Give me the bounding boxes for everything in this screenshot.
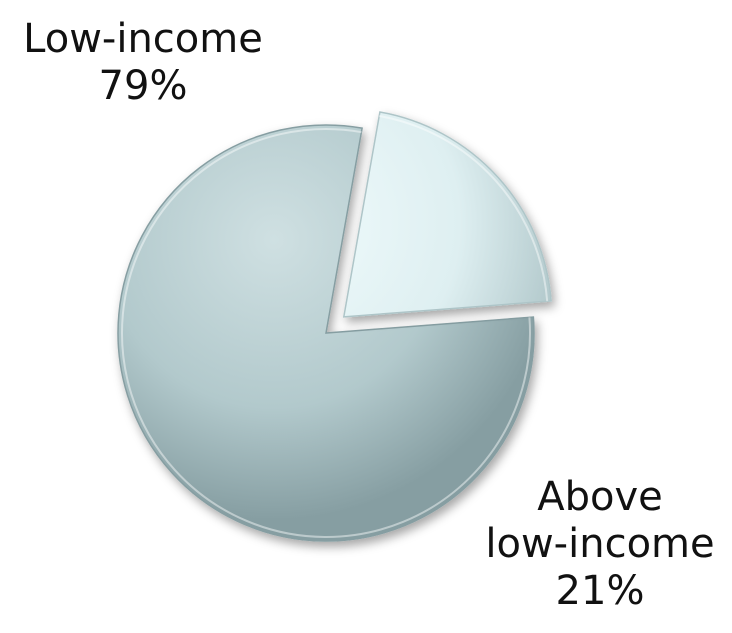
pie-value-label: 21% <box>556 568 645 614</box>
pie-slice-highlight-1 <box>379 114 549 302</box>
pie-category-label: Above <box>537 474 663 520</box>
pie-category-label: Low-income <box>23 16 263 62</box>
pie-labels: Low-income 79% Above low-income 21% <box>23 16 714 614</box>
pie-slice-0 <box>117 124 535 542</box>
pie-category-label: low-income <box>485 521 714 567</box>
pie-value-label: 79% <box>99 63 188 109</box>
pie-slice-1 <box>342 111 552 318</box>
pie-slices <box>117 111 552 542</box>
pie-slice-highlight-0 <box>121 128 531 538</box>
pie-label-1: Above low-income 21% <box>485 474 714 614</box>
pie-label-0: Low-income 79% <box>23 16 263 109</box>
